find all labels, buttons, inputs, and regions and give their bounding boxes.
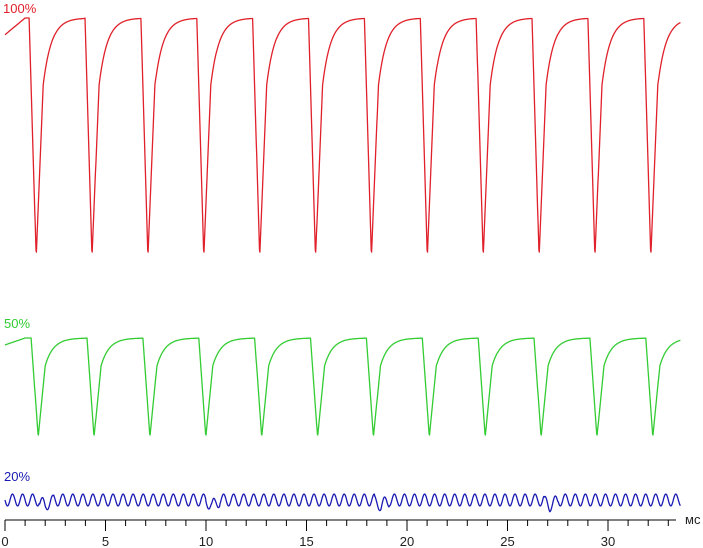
x-tick-label: 0 — [1, 534, 8, 548]
x-tick-label: 5 — [102, 534, 109, 548]
series-label-20: 20% — [4, 469, 30, 484]
series-label-50: 50% — [4, 316, 30, 331]
series-line-20 — [4, 493, 681, 513]
x-axis-unit: мс — [685, 512, 701, 527]
x-tick-label: 20 — [400, 534, 414, 548]
x-axis — [4, 519, 676, 531]
series-line-100 — [4, 17, 681, 253]
series-layer — [4, 17, 681, 513]
x-tick-label: 10 — [199, 534, 213, 548]
x-tick-label: 15 — [299, 534, 313, 548]
series-label-100: 100% — [3, 1, 37, 16]
x-tick-label: 25 — [500, 534, 514, 548]
series-line-50 — [4, 337, 681, 436]
x-tick-label: 30 — [601, 534, 615, 548]
